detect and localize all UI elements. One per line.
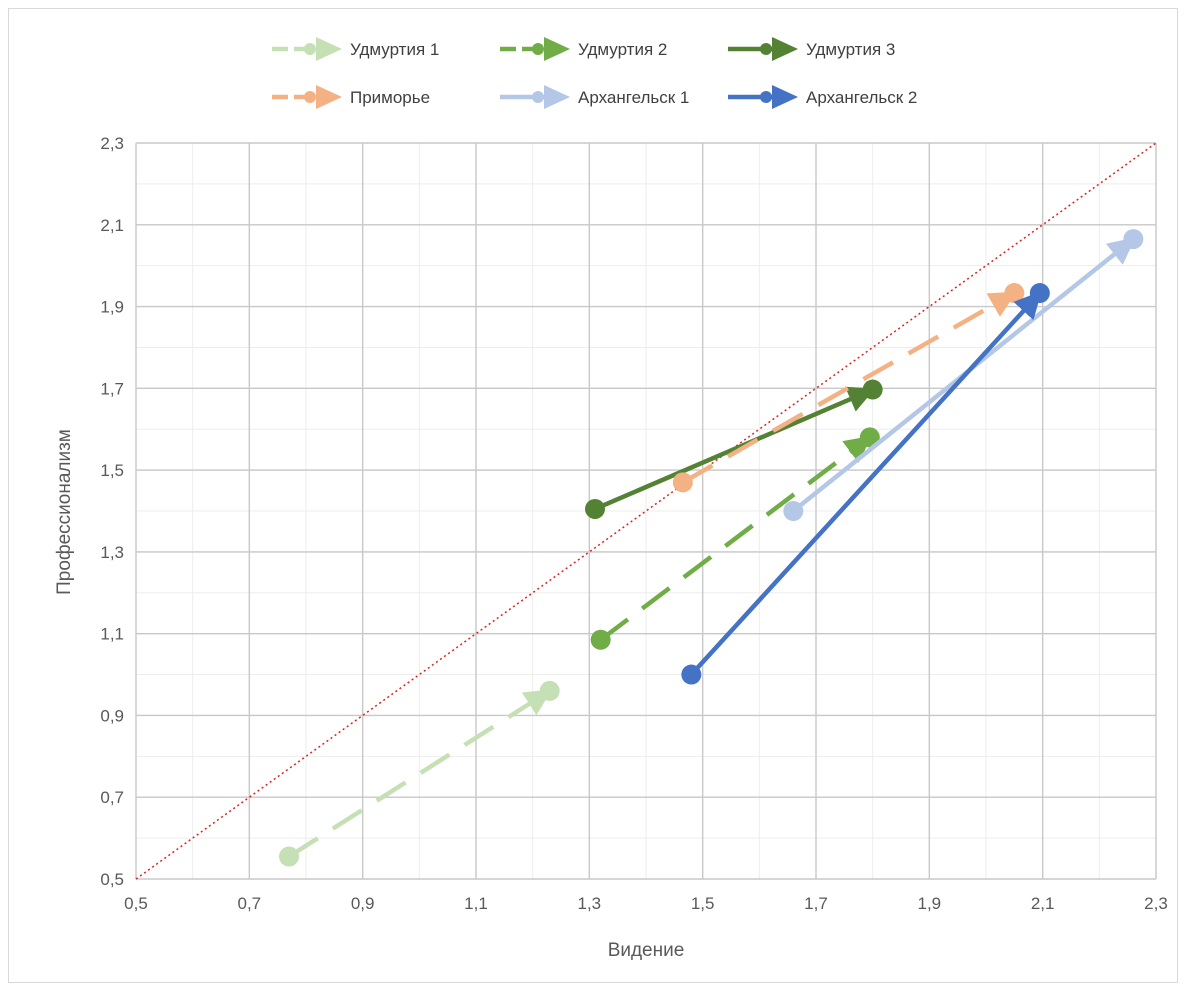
x-tick-label: 0,7 bbox=[238, 894, 262, 913]
y-tick-label: 0,9 bbox=[100, 706, 124, 725]
legend-swatch-arrow bbox=[772, 37, 798, 61]
legend-swatch-arrow bbox=[316, 37, 342, 61]
series-3 bbox=[585, 379, 883, 519]
end-point bbox=[1029, 283, 1050, 304]
start-point bbox=[672, 472, 693, 493]
end-point bbox=[862, 379, 883, 400]
legend-swatch-point bbox=[760, 91, 772, 103]
x-tick-label: 2,3 bbox=[1144, 894, 1168, 913]
x-tick-label: 1,7 bbox=[804, 894, 828, 913]
series-6 bbox=[681, 283, 1050, 685]
x-tick-label: 0,9 bbox=[351, 894, 375, 913]
legend-swatch-point bbox=[760, 43, 772, 55]
legend-swatch-point bbox=[304, 91, 316, 103]
legend-label: Удмуртия 3 bbox=[806, 40, 895, 59]
series-line bbox=[599, 435, 872, 642]
series-line bbox=[594, 386, 876, 512]
tick-labels: 0,5 0,7 0,9 1,1 1,3 1,5 1,7 1,9 2,1 2,3 0,5 0,7 0,9 1… bbox=[100, 134, 1167, 913]
legend-item: Приморье bbox=[272, 85, 430, 109]
x-tick-label: 1,3 bbox=[578, 894, 602, 913]
end-point bbox=[859, 427, 880, 448]
y-tick-label: 1,9 bbox=[100, 298, 124, 317]
start-point bbox=[590, 629, 611, 650]
x-tick-label: 0,5 bbox=[124, 894, 148, 913]
legend-item: Удмуртия 3 bbox=[728, 37, 895, 61]
y-tick-label: 0,5 bbox=[100, 870, 124, 889]
legend-swatch-point bbox=[532, 91, 544, 103]
y-tick-label: 0,7 bbox=[100, 788, 124, 807]
end-point bbox=[1123, 229, 1144, 250]
start-point bbox=[681, 664, 702, 685]
series-line bbox=[689, 291, 1042, 677]
x-tick-label: 1,9 bbox=[918, 894, 942, 913]
chart-frame bbox=[8, 8, 1178, 983]
legend-swatch-arrow bbox=[316, 85, 342, 109]
y-tick-label: 1,1 bbox=[100, 625, 124, 644]
legend-label: Приморье bbox=[350, 88, 430, 107]
legend-swatch-arrow bbox=[772, 85, 798, 109]
x-tick-label: 1,5 bbox=[691, 894, 715, 913]
start-point bbox=[279, 846, 299, 867]
y-axis-title: Профессионализм bbox=[54, 429, 75, 595]
legend-item: Архангельск 1 bbox=[500, 85, 689, 109]
legend-swatch-arrow bbox=[544, 37, 570, 61]
legend-label: Удмуртия 1 bbox=[350, 40, 439, 59]
legend-item: Удмуртия 2 bbox=[500, 37, 667, 61]
legend: Удмуртия 1 Удмуртия 2 Удмуртия 3 Приморье Ар… bbox=[272, 37, 917, 109]
legend-swatch-point bbox=[532, 43, 544, 55]
legend-swatch-arrow bbox=[544, 85, 570, 109]
legend-label: Архангельск 1 bbox=[578, 88, 689, 107]
legend-swatch-point bbox=[304, 43, 316, 55]
y-tick-label: 1,5 bbox=[100, 461, 124, 480]
x-tick-label: 1,1 bbox=[464, 894, 488, 913]
series-1 bbox=[279, 680, 560, 867]
legend-label: Удмуртия 2 bbox=[578, 40, 667, 59]
x-tick-label: 2,1 bbox=[1031, 894, 1055, 913]
y-tick-label: 1,7 bbox=[100, 379, 124, 398]
start-point bbox=[585, 498, 605, 519]
y-tick-label: 2,1 bbox=[100, 216, 124, 235]
end-point bbox=[539, 680, 560, 701]
series-line bbox=[681, 291, 1017, 485]
series-2 bbox=[590, 427, 880, 650]
legend-item: Архангельск 2 bbox=[728, 85, 917, 109]
start-point bbox=[783, 501, 804, 521]
end-point bbox=[1004, 283, 1025, 304]
y-tick-label: 1,3 bbox=[100, 543, 124, 562]
legend-label: Архангельск 2 bbox=[806, 88, 917, 107]
legend-item: Удмуртия 1 bbox=[272, 37, 439, 61]
x-axis-title: Видение bbox=[608, 940, 685, 961]
series-group bbox=[279, 229, 1144, 867]
y-tick-label: 2,3 bbox=[100, 134, 124, 153]
